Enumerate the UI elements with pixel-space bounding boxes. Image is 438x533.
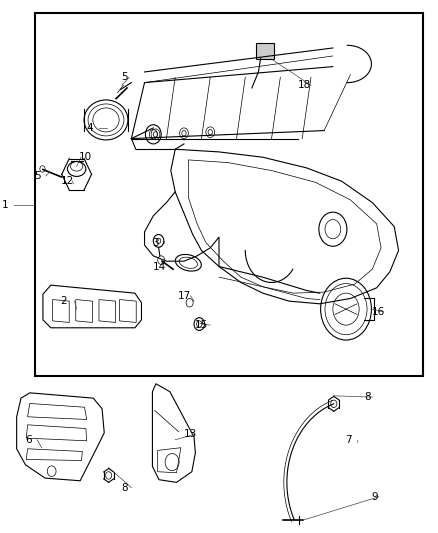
Text: 15: 15: [195, 320, 208, 330]
Text: 10: 10: [79, 152, 92, 162]
Text: 8: 8: [364, 392, 371, 402]
Text: 14: 14: [153, 262, 166, 271]
Text: 5: 5: [34, 171, 41, 181]
Text: 1: 1: [2, 200, 9, 210]
Text: 16: 16: [372, 307, 385, 317]
Text: 18: 18: [298, 80, 311, 90]
Text: 9: 9: [371, 492, 378, 502]
Bar: [35, 13, 423, 376]
Text: 5: 5: [121, 72, 128, 82]
Text: 12: 12: [61, 176, 74, 186]
Polygon shape: [256, 43, 274, 59]
Text: 8: 8: [121, 483, 128, 492]
Text: 2: 2: [60, 296, 67, 306]
Text: 17: 17: [177, 291, 191, 301]
Text: 13: 13: [184, 430, 197, 439]
Text: 6: 6: [25, 435, 32, 445]
Text: 3: 3: [152, 238, 159, 247]
Text: 7: 7: [345, 435, 352, 445]
Text: 4: 4: [86, 123, 93, 133]
